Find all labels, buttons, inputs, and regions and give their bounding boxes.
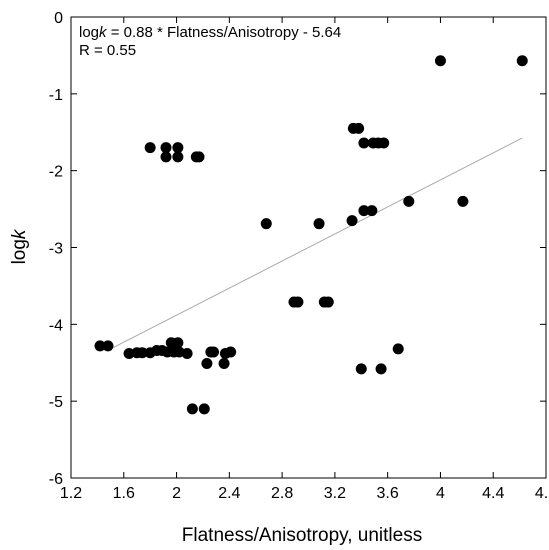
y-tick-label: -5 [49, 394, 63, 411]
y-tick-label: -2 [49, 164, 63, 181]
y-tick-label: -3 [49, 241, 63, 258]
data-point [172, 151, 184, 163]
y-tick-label: 0 [54, 10, 63, 27]
data-point [516, 55, 528, 67]
data-point [375, 363, 387, 375]
data-point [378, 137, 390, 149]
data-point [366, 205, 378, 217]
x-tick-label: 1.2 [60, 485, 82, 502]
axis-ticks [70, 16, 547, 479]
data-point [136, 347, 148, 359]
y-axis-title: logk [9, 228, 30, 264]
data-point [198, 403, 210, 415]
data-points [94, 55, 528, 415]
data-point [201, 358, 213, 370]
x-tick-label: 3.2 [324, 485, 346, 502]
x-tick-labels: 1.2 1.6 2 2.4 2.8 3.2 3.6 4 4.4 4.8 [60, 485, 549, 502]
data-point [403, 195, 415, 207]
x-tick-label: 4.4 [482, 485, 504, 502]
data-point [353, 122, 365, 134]
data-point [172, 337, 184, 349]
x-tick-label: 2.8 [271, 485, 293, 502]
data-point [434, 55, 446, 67]
x-tick-label: 4.8 [535, 485, 549, 502]
correlation-r: R = 0.55 [79, 42, 136, 59]
data-point [457, 195, 469, 207]
data-point [313, 218, 325, 230]
data-point [218, 358, 230, 370]
data-point [186, 403, 198, 415]
trend-line [110, 137, 523, 350]
x-tick-label: 4 [436, 485, 445, 502]
data-point [102, 340, 114, 352]
data-point [225, 346, 237, 358]
data-point [355, 363, 367, 375]
x-tick-label: 3.6 [377, 485, 399, 502]
regression-equation: logk = 0.88 * Flatness/Anisotropy - 5.64 [79, 24, 341, 41]
x-tick-label: 1.6 [113, 485, 135, 502]
data-point [94, 340, 106, 352]
x-axis-title: Flatness/Anisotropy, unitless [182, 525, 422, 546]
data-point [181, 348, 193, 360]
data-point [123, 348, 135, 360]
data-point [346, 215, 358, 227]
data-point [144, 142, 156, 154]
data-point [193, 151, 205, 163]
data-point [358, 137, 370, 149]
data-point [392, 343, 404, 355]
data-point [172, 142, 184, 154]
x-tick-label: 2.4 [218, 485, 240, 502]
data-point [292, 296, 304, 308]
data-point [260, 218, 272, 230]
y-tick-label: -6 [49, 471, 63, 488]
y-tick-label: -4 [49, 317, 63, 334]
x-tick-label: 2 [172, 485, 181, 502]
data-point [322, 296, 334, 308]
data-point [160, 142, 172, 154]
data-point [160, 151, 172, 163]
y-tick-label: -1 [49, 87, 63, 104]
y-tick-labels: 0 -1 -2 -3 -4 -5 -6 [49, 10, 63, 488]
data-point [358, 205, 370, 217]
data-point [208, 346, 219, 358]
